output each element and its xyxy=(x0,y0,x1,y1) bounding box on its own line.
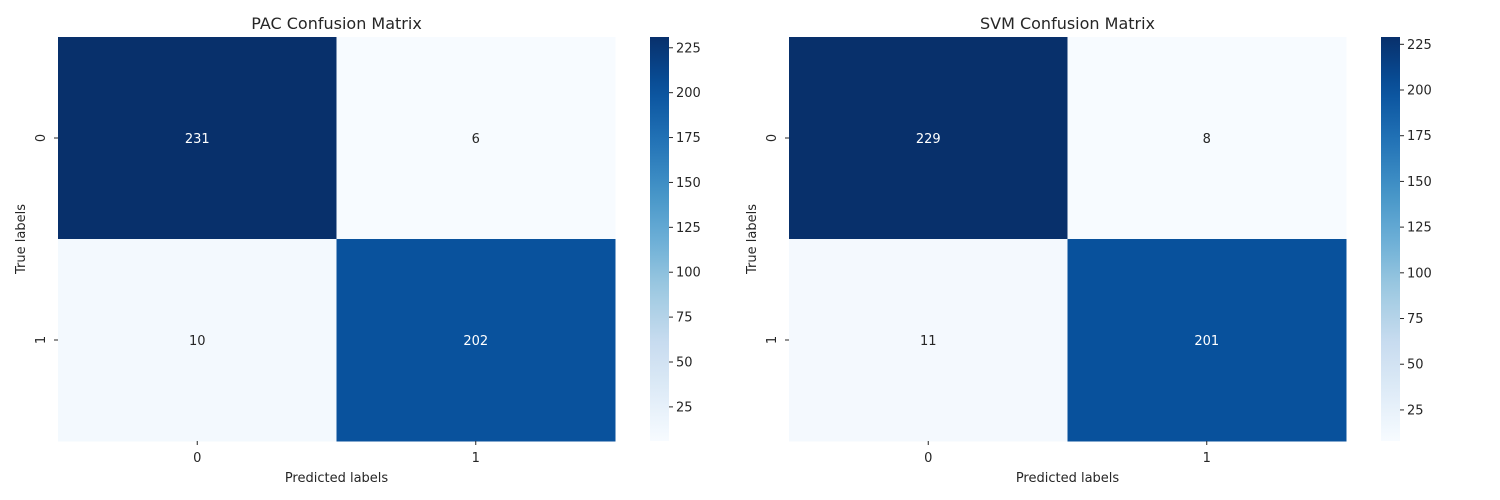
heatmap-cell xyxy=(1067,37,1347,240)
chart-title: SVM Confusion Matrix xyxy=(980,14,1155,33)
colorbar-tick-label: 75 xyxy=(676,311,693,326)
y-axis-label: True labels xyxy=(745,204,760,275)
colorbar-tick-label: 50 xyxy=(676,355,693,370)
x-tick-label: 0 xyxy=(193,451,201,466)
heatmap-cell xyxy=(789,37,1068,240)
colorbar-tick-label: 175 xyxy=(1407,129,1432,144)
cell-value-label: 10 xyxy=(189,334,206,349)
colorbar xyxy=(1381,37,1400,441)
cell-value-label: 201 xyxy=(1194,334,1219,349)
y-tick-label: 0 xyxy=(765,134,780,142)
cell-value-label: 202 xyxy=(463,334,488,349)
colorbar-tick-label: 25 xyxy=(676,400,693,415)
heatmap-cell xyxy=(336,239,616,442)
colorbar-tick-label: 75 xyxy=(1407,312,1424,327)
x-tick-label: 1 xyxy=(472,451,480,466)
heatmap-cell xyxy=(58,239,337,442)
y-tick-label: 1 xyxy=(765,336,780,344)
colorbar-tick-label: 200 xyxy=(1407,84,1432,99)
cell-value-label: 8 xyxy=(1203,132,1211,147)
heatmap-cell xyxy=(789,239,1068,442)
colorbar-tick-label: 200 xyxy=(676,86,701,101)
colorbar-tick-label: 100 xyxy=(1407,266,1432,281)
cell-value-label: 231 xyxy=(185,132,210,147)
colorbar xyxy=(650,37,669,441)
heatmap-panel-2: SVM Confusion Matrix 229 8 11 201 0 1 0 1 Predict… xyxy=(745,14,1432,486)
colorbar-tick-label: 125 xyxy=(1407,221,1432,236)
x-axis-label: Predicted labels xyxy=(1016,471,1120,486)
colorbar-tick-label: 175 xyxy=(676,131,701,146)
colorbar-tick-label: 25 xyxy=(1407,403,1424,418)
y-tick-label: 0 xyxy=(34,134,49,142)
cell-value-label: 6 xyxy=(472,132,480,147)
colorbar-tick-label: 225 xyxy=(676,41,701,56)
heatmap-cell xyxy=(58,37,337,240)
x-tick-label: 1 xyxy=(1203,451,1211,466)
colorbar-tick-label: 125 xyxy=(676,221,701,236)
heatmap-cell xyxy=(1067,239,1347,442)
colorbar-tick-label: 50 xyxy=(1407,358,1424,373)
colorbar-tick-label: 225 xyxy=(1407,38,1432,53)
x-tick-label: 0 xyxy=(924,451,932,466)
colorbar-tick-label: 150 xyxy=(1407,175,1432,190)
chart-title: PAC Confusion Matrix xyxy=(251,14,422,33)
cell-value-label: 11 xyxy=(920,334,937,349)
y-tick-label: 1 xyxy=(34,336,49,344)
y-axis-label: True labels xyxy=(14,204,29,275)
colorbar-tick-label: 150 xyxy=(676,176,701,191)
x-axis-label: Predicted labels xyxy=(285,471,389,486)
colorbar-tick-label: 100 xyxy=(676,266,701,281)
cell-value-label: 229 xyxy=(916,132,941,147)
heatmap-cell xyxy=(336,37,616,240)
